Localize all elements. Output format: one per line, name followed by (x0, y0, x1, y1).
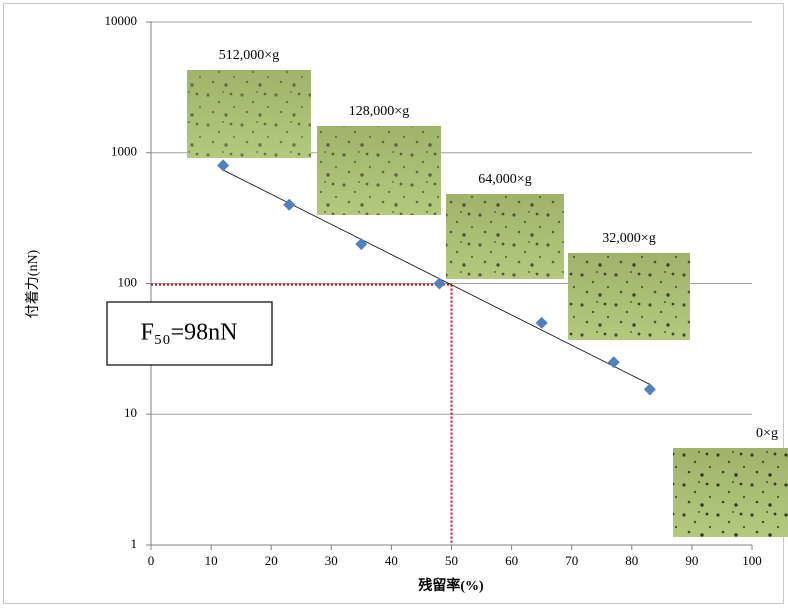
inset-label: 0×g (756, 426, 778, 441)
annotation: F₅₀=98nN (141, 320, 238, 346)
x-tick-label: 50 (445, 553, 458, 568)
inset-specks (187, 70, 311, 158)
x-tick-label: 0 (148, 553, 155, 568)
y-tick-label: 10 (124, 405, 137, 420)
x-tick-label: 40 (385, 553, 398, 568)
x-tick-label: 100 (742, 553, 762, 568)
chart: 1 10 100 1000 10000 0 10 20 30 40 50 60 70 80 90 100 512… (0, 0, 788, 609)
x-tick-label: 70 (565, 553, 578, 568)
x-tick-label: 30 (325, 553, 338, 568)
x-axis-title: 残留率(%) (418, 577, 484, 594)
x-tick-label: 90 (685, 553, 698, 568)
inset-label: 512,000×g (219, 48, 279, 63)
y-tick-label: 100 (118, 274, 138, 289)
x-tick-label: 60 (505, 553, 518, 568)
y-axis-title: 付着力(nN) (25, 249, 41, 318)
x-tick-label: 10 (205, 553, 218, 568)
y-tick-label: 1000 (111, 144, 137, 159)
inset-label: 32,000×g (602, 231, 655, 246)
inset-specks (317, 126, 441, 215)
inset-specks (568, 253, 690, 340)
inset-specks (446, 194, 564, 279)
inset-label: 64,000×g (478, 172, 531, 187)
y-tick-label: 10000 (105, 13, 138, 28)
x-tick-label: 20 (265, 553, 278, 568)
x-tick-label: 80 (625, 553, 638, 568)
inset-specks (673, 448, 788, 537)
y-tick-label: 1 (131, 536, 138, 551)
inset-label: 128,000×g (349, 104, 409, 119)
